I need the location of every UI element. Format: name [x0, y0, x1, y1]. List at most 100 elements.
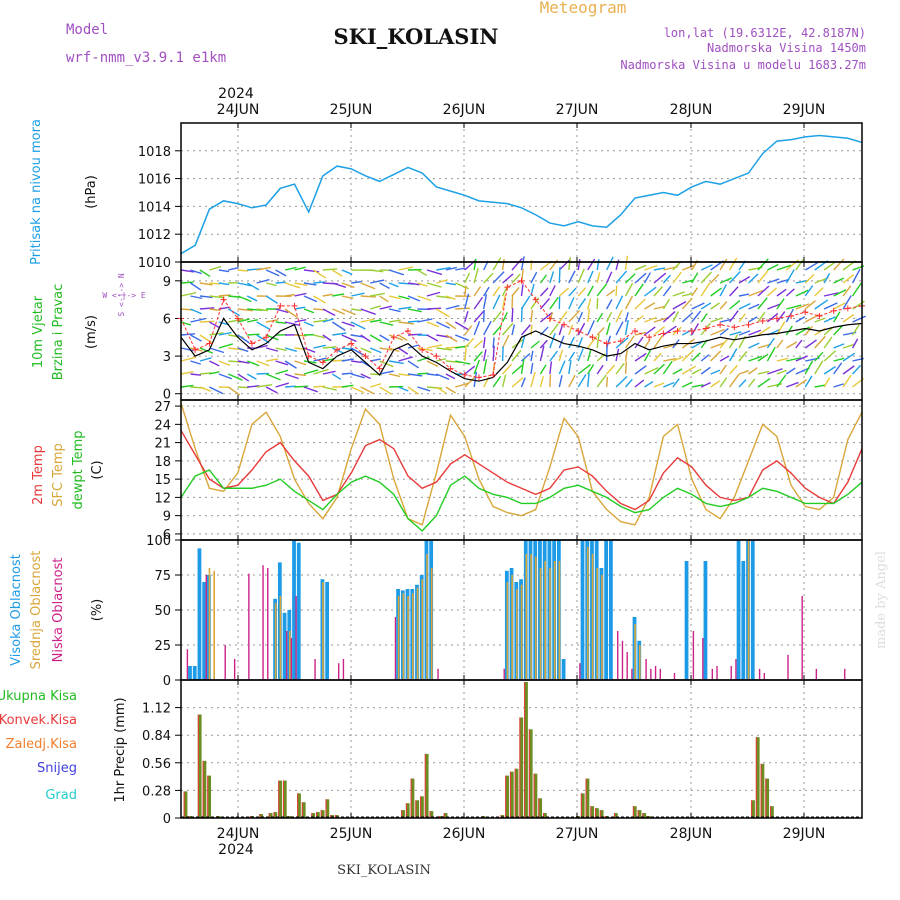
wind-arrow	[426, 282, 442, 288]
y-tick-label: 21	[154, 437, 171, 452]
wind-arrow	[398, 321, 415, 325]
cloud-bar-high	[736, 540, 741, 680]
cloud-bar-low	[186, 649, 189, 680]
precip-bar	[287, 816, 292, 818]
wind-arrow	[719, 284, 727, 297]
precip-bar	[197, 714, 202, 818]
wind-arrow	[379, 370, 394, 375]
wind-arrow	[501, 294, 507, 310]
precip-conv-bar	[538, 798, 540, 818]
wind-arrow	[833, 289, 847, 297]
date-tick-label: 24JUN	[217, 102, 260, 118]
wind-arrow	[615, 337, 629, 349]
wind-arrow	[521, 353, 531, 362]
precip-name-5: Grad	[45, 788, 77, 803]
wind-arrow	[634, 264, 647, 271]
wind-gust-mark	[745, 321, 752, 328]
footer-station: SKI_KOLASIN	[337, 863, 431, 878]
wind-arrow	[596, 272, 601, 284]
date-tick-label: 24JUN	[217, 826, 260, 842]
wind-arrow	[729, 373, 740, 388]
wind-arrow	[624, 361, 628, 375]
wind-arrow	[398, 306, 412, 310]
precip-bar	[538, 798, 543, 818]
wind-arrow	[313, 344, 326, 349]
wind-arrow	[502, 322, 514, 336]
wind-arrow	[833, 302, 846, 310]
wind-arrow	[615, 285, 618, 297]
cloud-bar-mid	[416, 587, 419, 680]
wind-arrow	[294, 334, 307, 337]
wind-arrow	[624, 319, 629, 336]
wind-arrow	[313, 334, 326, 339]
wind-arrow	[596, 374, 607, 388]
temp-name-2: SFC Temp	[51, 443, 66, 507]
wind-arrow	[833, 258, 845, 271]
wind-speed-line	[180, 317, 863, 382]
precip-bar	[273, 812, 278, 818]
wind-arrow	[370, 292, 385, 297]
wind-gust-mark	[234, 315, 241, 322]
wind-gust-mark	[504, 284, 511, 291]
wind-arrow	[237, 269, 249, 272]
wind-arrow	[539, 274, 548, 284]
wind-arrow	[624, 312, 629, 323]
y-tick-label: 1.12	[142, 702, 171, 717]
wind-arrow	[436, 266, 451, 271]
wind-arrow	[237, 282, 252, 287]
wind-arrow	[256, 278, 270, 284]
wind-arrow	[275, 308, 289, 314]
wind-arrow	[738, 303, 751, 310]
wind-arrow	[218, 343, 233, 349]
wind-arrow	[370, 269, 384, 273]
wind-arrow	[804, 339, 817, 349]
wind-arrow	[776, 369, 787, 375]
wind-arrow	[700, 313, 708, 323]
date-axis-top: 24JUN 25JUN 26JUN 27JUN 28JUN 29JUN	[217, 102, 826, 118]
wind-arrow	[558, 349, 564, 362]
wind-arrow	[209, 360, 220, 367]
wind-arrow	[757, 258, 769, 271]
model-label: Model	[66, 22, 108, 38]
wind-arrow	[360, 373, 371, 380]
wind-arrow	[672, 262, 681, 271]
y-tick-label: 12	[154, 491, 171, 506]
precip-bar	[751, 800, 755, 818]
wind-arrow	[842, 295, 852, 310]
wind-gust-mark	[688, 328, 695, 334]
wind-gust-mark	[220, 296, 227, 303]
wind-arrow	[322, 386, 337, 391]
y-tick-label: 1014	[138, 200, 171, 215]
wind-arrow	[814, 287, 824, 297]
wind-arrow	[303, 386, 318, 393]
wind-arrow	[379, 282, 390, 289]
wind-arrow	[227, 308, 241, 317]
wind-arrow	[795, 379, 808, 388]
wind-arrow	[256, 360, 270, 367]
wind-arrow	[804, 300, 816, 310]
wind-arrow	[247, 318, 259, 323]
wind-gust-mark	[348, 340, 355, 347]
wind-arrow	[700, 366, 711, 375]
cloud-bar-high	[202, 582, 207, 680]
wind-arrow	[426, 360, 439, 367]
wind-arrow	[313, 295, 327, 304]
wind-arrow	[643, 272, 652, 284]
wind-arrow	[473, 320, 481, 336]
wind-arrow	[833, 362, 843, 375]
wind-arrow	[445, 386, 456, 394]
wind-arrow	[294, 306, 306, 310]
wind-arrow	[482, 359, 488, 375]
wind-arrow	[539, 311, 553, 323]
wind-arrow	[341, 282, 355, 289]
cloud-bar-low	[342, 659, 345, 680]
precip-bar	[443, 813, 448, 818]
wind-arrow	[653, 267, 666, 271]
wind-gust-mark	[617, 338, 624, 345]
wind-arrow	[549, 296, 559, 310]
cloud-bar-low	[617, 631, 619, 680]
wind-arrow	[482, 337, 486, 349]
precip-conv-bar	[420, 796, 422, 818]
wind-arrow	[351, 292, 365, 297]
wind-arrow	[209, 282, 220, 285]
